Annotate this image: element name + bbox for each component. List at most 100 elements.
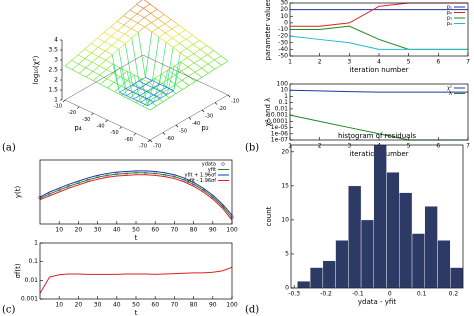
- z-tick-label: 2: [54, 77, 58, 84]
- x-tick-label: -0.3: [288, 291, 300, 298]
- bar: [437, 240, 451, 289]
- surface-mesh: [162, 88, 170, 93]
- surface-mesh: [201, 63, 209, 69]
- surface-mesh: [106, 72, 114, 79]
- x-tick: [91, 113, 94, 116]
- surface-mesh: [99, 60, 106, 67]
- surface-mesh: [71, 63, 79, 70]
- surface-mesh: [172, 43, 180, 48]
- y-tick-label: -30: [205, 114, 213, 120]
- surface-mesh: [207, 63, 216, 70]
- surface-mesh: [136, 4, 144, 9]
- surface-mesh: [192, 44, 201, 50]
- surface-mesh: [84, 52, 92, 59]
- plot-frame: [289, 83, 469, 141]
- surface-mesh: [152, 87, 161, 92]
- surface-mesh: [142, 100, 150, 107]
- surface-mesh: [159, 90, 168, 95]
- surface-mesh: [192, 34, 200, 41]
- y-tick-label: 1e-05: [271, 124, 288, 131]
- surface-mesh: [201, 67, 209, 74]
- surface-mesh: [119, 67, 128, 72]
- surface-mesh: [93, 74, 101, 81]
- surface-mesh: [98, 56, 106, 61]
- surface-mesh: [145, 84, 154, 89]
- y-axis-label: parameter values: [264, 0, 272, 60]
- surface-mesh: [185, 29, 193, 36]
- surface-mesh: [153, 90, 161, 96]
- surface-mesh: [119, 67, 127, 96]
- surface-mesh: [97, 41, 105, 48]
- y-tick: [175, 124, 179, 128]
- panel-label: (a): [2, 143, 16, 154]
- y-axis-label: count: [265, 206, 273, 226]
- surface-mesh: [132, 80, 139, 86]
- surface-mesh: [85, 61, 93, 68]
- surface-mesh: [139, 87, 147, 92]
- surface-mesh: [104, 35, 112, 42]
- x-tick-label: 60: [151, 227, 159, 234]
- surface-mesh: [165, 32, 173, 39]
- surface-mesh: [114, 85, 122, 92]
- surface-mesh: [110, 26, 118, 31]
- surface-mesh: [187, 66, 196, 73]
- y-tick-label: 20: [281, 148, 289, 155]
- surface-mesh: [172, 37, 180, 44]
- surface-mesh: [125, 84, 133, 89]
- y-tick-label: -20: [218, 106, 226, 112]
- surface-mesh: [187, 62, 195, 68]
- surface-mesh: [155, 96, 164, 103]
- surface-mesh: [138, 26, 145, 33]
- surface-mesh: [140, 102, 148, 106]
- legend-label: p₂: [447, 10, 452, 16]
- surface-mesh: [160, 94, 168, 99]
- surface-mesh: [146, 98, 155, 103]
- surface-mesh: [200, 49, 208, 55]
- surface-mesh: [112, 48, 119, 55]
- surface-mesh: [178, 24, 186, 31]
- x-tick-label: 80: [190, 227, 198, 234]
- x-tick-label: 1: [288, 143, 292, 150]
- surface-mesh: [173, 61, 182, 91]
- y-tick-label: 0.1: [278, 99, 288, 106]
- series-line: [39, 170, 233, 216]
- surface-mesh: [111, 45, 119, 50]
- surface-mesh: [123, 9, 131, 16]
- chart-title: histogram of residuals: [338, 132, 416, 140]
- surface-mesh: [214, 55, 222, 61]
- surface-mesh: [151, 31, 160, 38]
- surface-mesh: [175, 89, 183, 94]
- surface-mesh: [128, 98, 136, 103]
- surface-mesh: [153, 94, 161, 99]
- x-tick-label: 20: [75, 302, 83, 309]
- surface-mesh: [151, 18, 158, 23]
- surface-mesh: [91, 52, 99, 57]
- surface-mesh: [85, 67, 93, 72]
- x-tick-label: 100: [226, 227, 238, 234]
- surface-mesh: [127, 80, 135, 85]
- surface-mesh: [194, 67, 202, 73]
- surface-mesh: [154, 77, 163, 84]
- y-axis-label: y(t): [14, 186, 22, 199]
- x-tick-label: 1: [288, 59, 292, 66]
- surface-mesh: [143, 3, 151, 9]
- surface-mesh: [175, 80, 183, 85]
- x-tick-label: 70: [171, 227, 179, 234]
- surface-mesh: [156, 101, 164, 107]
- surface-mesh: [77, 49, 85, 56]
- surface-mesh: [158, 36, 167, 43]
- legend-label: p₃: [447, 16, 452, 22]
- surface-mesh: [86, 71, 93, 78]
- surface-mesh: [145, 77, 153, 81]
- surface-mesh: [120, 80, 128, 87]
- bar: [297, 280, 311, 289]
- x-tick-label: 50: [132, 302, 140, 309]
- surface-mesh: [152, 83, 160, 89]
- surface-mesh: [107, 87, 115, 92]
- surface-mesh: [139, 94, 148, 99]
- bar: [360, 219, 375, 289]
- surface-mesh: [123, 19, 131, 26]
- surface-mesh: [64, 65, 73, 70]
- y-tick: [214, 102, 218, 105]
